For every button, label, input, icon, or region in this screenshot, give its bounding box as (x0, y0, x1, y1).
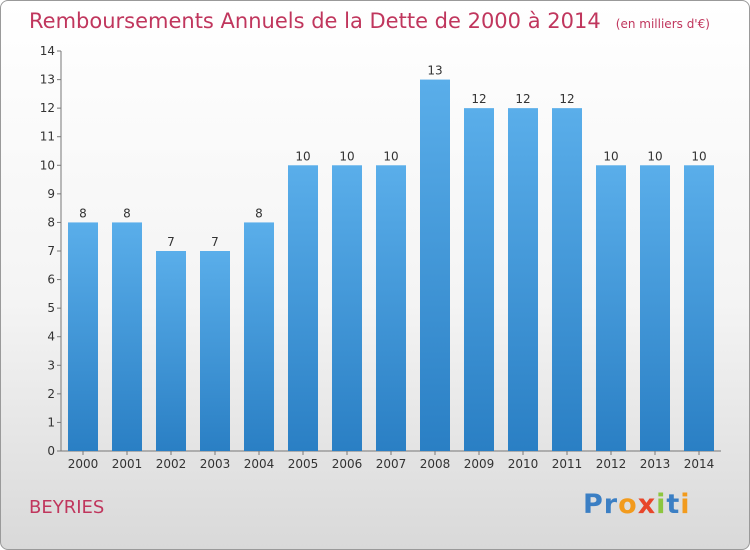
bar (464, 108, 494, 452)
commune-name: BEYRIES (29, 497, 105, 518)
x-tick-label: 2001 (112, 457, 143, 471)
logo-letter: P (583, 489, 604, 520)
y-tick-label: 8 (47, 215, 55, 229)
x-tick-label: 2002 (156, 457, 187, 471)
x-tick-label: 2013 (640, 457, 671, 471)
logo-letter: i (656, 489, 667, 520)
bar-value-label: 10 (691, 149, 706, 163)
chart-title: Remboursements Annuels de la Dette de 20… (29, 9, 601, 33)
bar (112, 222, 142, 451)
y-tick-label: 5 (47, 301, 55, 315)
logo-letter: t (666, 489, 681, 520)
logo-letter: i (680, 489, 691, 520)
x-tick-label: 2000 (68, 457, 99, 471)
bar (552, 108, 582, 452)
y-tick-label: 10 (40, 158, 55, 172)
y-tick-label: 3 (47, 358, 55, 372)
logo-letter: r (603, 489, 619, 520)
x-tick-label: 2011 (552, 457, 583, 471)
x-tick-label: 2008 (420, 457, 451, 471)
bar-value-label: 7 (167, 235, 175, 249)
x-tick-label: 2004 (244, 457, 275, 471)
bar (200, 251, 230, 451)
bar-value-label: 13 (427, 64, 442, 78)
y-tick-label: 11 (40, 130, 55, 144)
bar-value-label: 12 (559, 92, 574, 106)
y-tick-label: 1 (47, 415, 55, 429)
chart-bars (68, 79, 714, 452)
proxiti-logo: Proxiti (583, 489, 691, 520)
logo-letter: o (618, 489, 638, 520)
bar (640, 165, 670, 452)
bar-value-label: 12 (515, 92, 530, 106)
bar (156, 251, 186, 451)
bar (420, 79, 450, 452)
x-tick-label: 2012 (596, 457, 627, 471)
chart-labels: 8 2000 8 2001 7 2002 7 2003 8 2004 10 2005 10 2006 10 2… (68, 64, 715, 471)
bar (684, 165, 714, 452)
x-tick-label: 2006 (332, 457, 363, 471)
bar (376, 165, 406, 452)
bar (508, 108, 538, 452)
x-tick-label: 2005 (288, 457, 319, 471)
y-tick-label: 2 (47, 387, 55, 401)
y-tick-label: 4 (47, 330, 55, 344)
y-tick-label: 14 (40, 44, 55, 58)
y-tick-label: 6 (47, 273, 55, 287)
logo-letter: x (637, 489, 657, 520)
bar-value-label: 10 (339, 149, 354, 163)
bar (596, 165, 626, 452)
chart-unit: (en milliers d'€) (615, 17, 710, 31)
x-tick-label: 2007 (376, 457, 407, 471)
bar-value-label: 10 (383, 149, 398, 163)
x-tick-label: 2003 (200, 457, 231, 471)
y-tick-label: 9 (47, 187, 55, 201)
y-tick-label: 7 (47, 244, 55, 258)
bar-value-label: 10 (603, 149, 618, 163)
bar (332, 165, 362, 452)
chart-title-block: Remboursements Annuels de la Dette de 20… (29, 9, 710, 33)
bar-value-label: 8 (255, 206, 263, 220)
bar-value-label: 8 (123, 206, 131, 220)
x-tick-label: 2010 (508, 457, 539, 471)
bar-value-label: 10 (647, 149, 662, 163)
y-tick-label: 13 (40, 73, 55, 87)
bar-value-label: 7 (211, 235, 219, 249)
x-tick-label: 2014 (684, 457, 715, 471)
bar (288, 165, 318, 452)
bar (244, 222, 274, 451)
y-tick-label: 0 (47, 444, 55, 458)
bar (68, 222, 98, 451)
y-tick-label: 12 (40, 101, 55, 115)
x-tick-label: 2009 (464, 457, 495, 471)
bar-value-label: 12 (471, 92, 486, 106)
bar-value-label: 10 (295, 149, 310, 163)
bar-value-label: 8 (79, 206, 87, 220)
